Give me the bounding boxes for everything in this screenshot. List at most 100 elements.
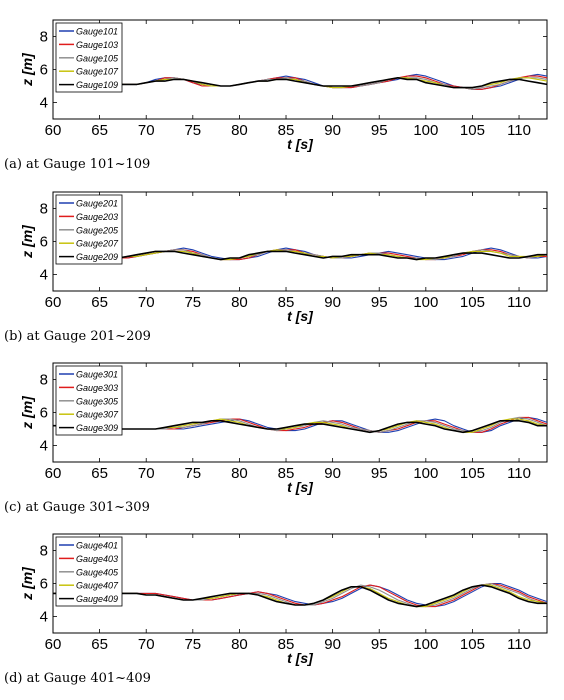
x-tick-label: 110 xyxy=(507,636,531,653)
x-tick-label: 75 xyxy=(184,636,201,653)
legend: Gauge201 Gauge203 Gauge205 Gauge207 Gauge209 xyxy=(55,194,123,265)
legend-box xyxy=(55,22,123,93)
caption-b: (b) at Gauge 201~209 xyxy=(4,329,151,344)
chart-c: 60 65 70 75 80 85 90 95 100 105 110 4 6 8 t [s] z [m] Ga… xyxy=(19,362,548,495)
legend: Gauge301 Gauge303 Gauge305 Gauge307 Gauge309 xyxy=(55,365,123,436)
legend-label: Gauge401 xyxy=(76,541,118,551)
legend-label: Gauge307 xyxy=(76,410,119,420)
x-tick-label: 105 xyxy=(460,465,485,482)
legend-label: Gauge101 xyxy=(76,27,118,37)
chart-a: 60 65 70 75 80 85 90 95 100 105 110 4 6 8 t [s] z [m] Ga… xyxy=(19,19,548,152)
y-axis-label: z [m] xyxy=(19,395,35,430)
y-tick-label: 4 xyxy=(40,95,48,112)
x-tick-label: 105 xyxy=(460,636,485,653)
x-axis-label: t [s] xyxy=(287,650,314,666)
caption-a: (a) at Gauge 101~109 xyxy=(4,157,151,172)
x-axis-label: t [s] xyxy=(287,479,314,495)
y-axis-label: z [m] xyxy=(19,566,35,601)
x-tick-label: 105 xyxy=(460,122,485,139)
legend-label: Gauge303 xyxy=(76,383,118,393)
x-axis-label: t [s] xyxy=(287,136,314,152)
x-tick-label: 110 xyxy=(507,294,531,311)
legend-label: Gauge201 xyxy=(76,199,118,209)
x-tick-label: 90 xyxy=(324,294,341,311)
y-tick-label: 4 xyxy=(40,438,48,455)
legend: Gauge401 Gauge403 Gauge405 Gauge407 Gauge409 xyxy=(55,536,123,607)
x-tick-label: 90 xyxy=(324,122,341,139)
legend-label: Gauge409 xyxy=(76,594,118,604)
y-tick-label: 6 xyxy=(40,234,48,251)
y-axis-label: z [m] xyxy=(19,52,35,87)
x-tick-label: 95 xyxy=(371,465,388,482)
legend-label: Gauge301 xyxy=(76,370,118,380)
x-tick-label: 110 xyxy=(507,465,531,482)
x-tick-label: 90 xyxy=(324,636,341,653)
chart-d: 60 65 70 75 80 85 90 95 100 105 110 4 6 8 t [s] z [m] Ga… xyxy=(19,533,548,666)
x-tick-label: 80 xyxy=(231,294,248,311)
legend-label: Gauge103 xyxy=(76,40,118,50)
plot-area xyxy=(52,191,548,292)
caption-c: (c) at Gauge 301~309 xyxy=(4,500,150,515)
legend-label: Gauge407 xyxy=(76,581,119,591)
x-tick-label: 85 xyxy=(278,636,295,653)
legend-label: Gauge405 xyxy=(76,567,119,577)
x-tick-label: 70 xyxy=(138,465,155,482)
x-tick-label: 65 xyxy=(91,294,108,311)
y-tick-label: 4 xyxy=(40,267,48,284)
y-tick-label: 6 xyxy=(40,62,48,79)
caption-d: (d) at Gauge 401~409 xyxy=(4,671,151,686)
x-tick-label: 65 xyxy=(91,122,108,139)
legend-label: Gauge403 xyxy=(76,554,118,564)
y-tick-label: 8 xyxy=(40,372,48,389)
x-tick-label: 100 xyxy=(413,636,438,653)
y-tick-label: 8 xyxy=(40,201,48,218)
x-tick-label: 80 xyxy=(231,465,248,482)
x-tick-label: 60 xyxy=(45,294,62,311)
x-tick-label: 75 xyxy=(184,294,201,311)
x-tick-label: 100 xyxy=(413,465,438,482)
y-tick-label: 8 xyxy=(40,29,48,46)
plot-area xyxy=(52,533,548,634)
x-tick-label: 60 xyxy=(45,636,62,653)
x-tick-label: 95 xyxy=(371,294,388,311)
legend-label: Gauge305 xyxy=(76,396,119,406)
x-tick-label: 65 xyxy=(91,465,108,482)
plot-area xyxy=(52,19,548,120)
plot-area xyxy=(52,362,548,463)
legend-label: Gauge205 xyxy=(76,225,119,235)
legend-label: Gauge207 xyxy=(76,239,119,249)
x-tick-label: 95 xyxy=(371,122,388,139)
x-tick-label: 75 xyxy=(184,122,201,139)
x-tick-label: 65 xyxy=(91,636,108,653)
y-axis-label: z [m] xyxy=(19,224,35,259)
x-axis-label: t [s] xyxy=(287,308,314,324)
x-tick-label: 110 xyxy=(507,122,531,139)
x-tick-label: 100 xyxy=(413,122,438,139)
series-line-gauge309 xyxy=(53,419,547,434)
x-tick-label: 90 xyxy=(324,465,341,482)
x-tick-label: 75 xyxy=(184,465,201,482)
y-tick-label: 6 xyxy=(40,405,48,422)
series-line-gauge209 xyxy=(118,250,547,261)
series-line-gauge207 xyxy=(118,249,548,261)
legend-label: Gauge309 xyxy=(76,423,118,433)
legend-label: Gauge105 xyxy=(76,53,119,63)
legend-label: Gauge109 xyxy=(76,80,118,90)
legend-label: Gauge203 xyxy=(76,212,118,222)
x-tick-label: 70 xyxy=(138,636,155,653)
x-tick-label: 105 xyxy=(460,294,485,311)
x-tick-label: 80 xyxy=(231,122,248,139)
x-tick-label: 60 xyxy=(45,122,62,139)
y-tick-label: 8 xyxy=(40,543,48,560)
series-line-gauge409 xyxy=(53,584,547,608)
x-tick-label: 85 xyxy=(278,294,295,311)
x-tick-label: 85 xyxy=(278,465,295,482)
x-tick-label: 100 xyxy=(413,294,438,311)
series-line-gauge109 xyxy=(118,77,548,89)
x-tick-label: 80 xyxy=(231,636,248,653)
x-tick-label: 60 xyxy=(45,465,62,482)
x-tick-label: 85 xyxy=(278,122,295,139)
x-tick-label: 95 xyxy=(371,636,388,653)
chart-b: 60 65 70 75 80 85 90 95 100 105 110 4 6 8 t [s] z [m] Ga… xyxy=(19,191,548,324)
